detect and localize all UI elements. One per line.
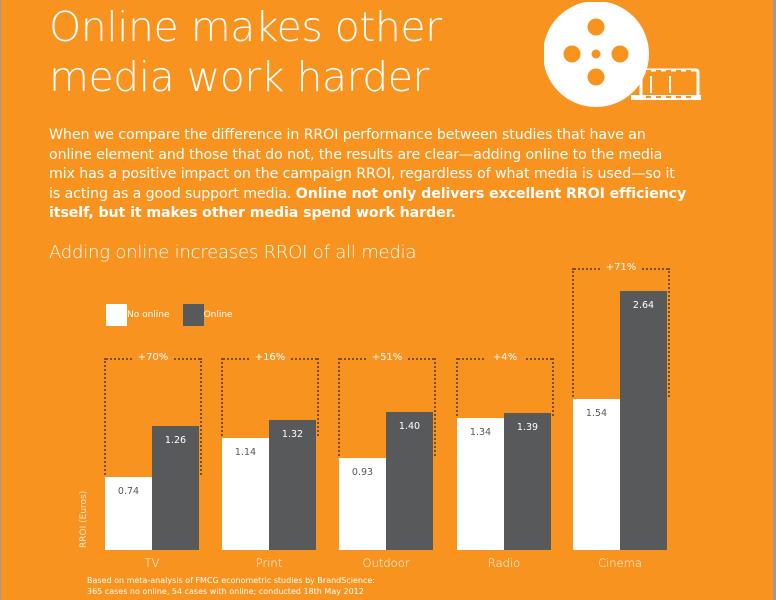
title-line-1: Online makes other	[49, 3, 442, 51]
category-label-radio: Radio	[487, 556, 521, 570]
bar-tv-online: 1.26	[152, 426, 199, 550]
bar-print-no-online: 1.14	[222, 438, 269, 550]
page-title: Online makes other media work harder	[49, 2, 442, 102]
bar-outdoor-online: 1.40	[386, 412, 433, 550]
increase-bracket-tv: +70%	[104, 352, 202, 475]
intro-paragraph: When we compare the difference in RROI p…	[49, 126, 689, 224]
legend-label-online: Online	[203, 310, 233, 320]
intro-bold: Online not only delivers excellent RROI …	[49, 185, 687, 222]
bar-outdoor-no-online: 0.93	[339, 458, 386, 550]
increase-bracket-print: +16%	[221, 352, 319, 436]
category-label-outdoor: Outdoor	[362, 556, 410, 570]
category-label-tv: TV	[144, 556, 160, 570]
chart-legend: No online Online	[106, 304, 233, 326]
increase-percent-radio: +4%	[492, 352, 518, 363]
legend-swatch-online	[182, 304, 204, 326]
increase-bracket-cinema: +71%	[572, 262, 670, 397]
footnote-line-2: 365 cases no online, 54 cases with onlin…	[87, 587, 364, 596]
increase-bracket-radio: +4%	[456, 352, 554, 416]
film-reel-icon	[544, 2, 701, 107]
increase-bracket-outdoor: +51%	[338, 352, 436, 456]
bar-tv-no-online: 0.74	[105, 477, 152, 550]
legend-label-no-online: No online	[127, 310, 170, 320]
increase-percent-cinema: +71%	[605, 262, 637, 273]
footnote: Based on meta-analysis of FMCG econometr…	[87, 575, 375, 597]
bar-cinema-online: 2.64	[620, 291, 667, 550]
increase-percent-print: +16%	[254, 352, 286, 363]
bar-radio-no-online: 1.34	[457, 418, 504, 550]
footnote-line-1: Based on meta-analysis of FMCG econometr…	[87, 576, 375, 585]
category-label-print: Print	[255, 556, 283, 570]
category-label-cinema: Cinema	[598, 556, 642, 570]
y-axis-label: RROI (Euros)	[79, 490, 89, 548]
increase-percent-tv: +70%	[137, 352, 169, 363]
chart-title: Adding online increases RROI of all medi…	[49, 242, 417, 263]
increase-percent-outdoor: +51%	[371, 352, 403, 363]
bar-radio-online: 1.39	[504, 413, 551, 550]
legend-swatch-no-online	[106, 304, 127, 326]
title-line-2: media work harder	[49, 53, 429, 101]
bar-print-online: 1.32	[269, 420, 316, 550]
intro-regular: When we compare the difference in RROI p…	[49, 127, 675, 202]
bar-cinema-no-online: 1.54	[573, 399, 620, 550]
